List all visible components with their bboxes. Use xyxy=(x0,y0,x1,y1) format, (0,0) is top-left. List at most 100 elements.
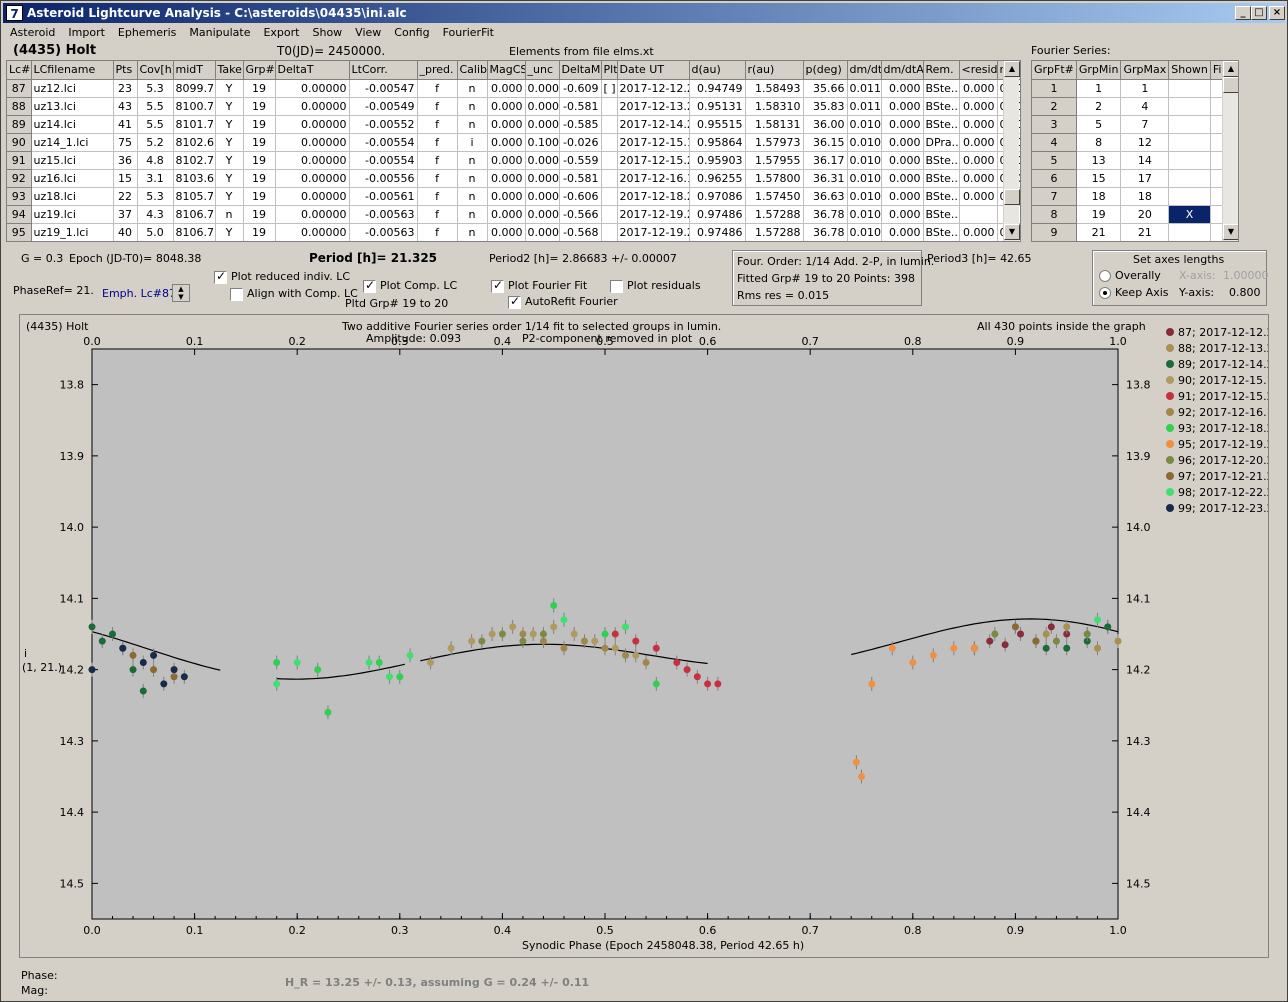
table-cell[interactable]: -0.559 xyxy=(559,151,602,170)
table-cell[interactable] xyxy=(601,115,618,134)
table-cell[interactable]: -0.606 xyxy=(559,187,602,206)
table-cell[interactable]: 40 xyxy=(113,223,138,241)
table-cell[interactable]: 22 xyxy=(113,187,138,206)
scroll-down-icon[interactable]: ▼ xyxy=(1223,224,1238,240)
table-cell[interactable]: 19 xyxy=(243,97,276,116)
align-comp-checkbox[interactable]: Align with Comp. LC xyxy=(230,287,358,301)
table-cell[interactable]: 14 xyxy=(1120,151,1170,170)
table-row[interactable]: 51314T xyxy=(1032,151,1238,170)
table-cell[interactable]: 0.95864 xyxy=(689,133,746,152)
table-cell[interactable]: Y xyxy=(215,79,244,98)
table-cell[interactable]: 75 xyxy=(113,133,138,152)
table-cell[interactable]: 0.000 xyxy=(881,79,924,98)
table-cell[interactable]: f xyxy=(417,223,458,241)
table-cell[interactable]: 2017-12-14.2 xyxy=(617,115,690,134)
column-header[interactable]: Rem. xyxy=(923,61,960,80)
table-cell[interactable]: 0.000 xyxy=(959,133,998,152)
column-header[interactable]: <resid> xyxy=(959,61,998,80)
table-cell[interactable] xyxy=(959,205,998,224)
table-cell[interactable]: 19 xyxy=(243,187,276,206)
table-cell[interactable]: f xyxy=(417,97,458,116)
table-cell[interactable]: BSte... xyxy=(923,205,960,224)
table-cell[interactable]: -0.00561 xyxy=(349,187,418,206)
table-cell[interactable]: 0.000 xyxy=(487,79,526,98)
table-cell[interactable]: 1.58131 xyxy=(745,115,804,134)
table-cell[interactable]: 8106.7 xyxy=(173,205,216,224)
table-cell[interactable]: 3.1 xyxy=(137,169,174,188)
table-cell[interactable]: 0.000 xyxy=(959,169,998,188)
table-cell[interactable]: uz19_1.lci xyxy=(31,223,114,241)
table-cell[interactable]: 41 xyxy=(113,115,138,134)
table-cell[interactable]: 0.00000 xyxy=(275,169,350,188)
table-cell[interactable]: 19 xyxy=(243,223,276,241)
table-cell[interactable]: 5.3 xyxy=(137,187,174,206)
y-axis-value[interactable]: 0.800 xyxy=(1229,286,1261,299)
table-cell[interactable]: 0.000 xyxy=(959,223,998,241)
menu-show[interactable]: Show xyxy=(312,26,343,39)
table-row[interactable]: 61517T xyxy=(1032,169,1238,188)
table-cell[interactable]: uz14_1.lci xyxy=(31,133,114,152)
table-cell[interactable]: uz16.lci xyxy=(31,169,114,188)
table-cell[interactable]: 9 xyxy=(1032,223,1077,241)
table-cell[interactable]: 0.000 xyxy=(959,115,998,134)
table-cell[interactable]: 89 xyxy=(7,115,32,134)
table-cell[interactable]: Y xyxy=(215,169,244,188)
table-cell[interactable]: 0.000 xyxy=(881,151,924,170)
menu-config[interactable]: Config xyxy=(394,26,430,39)
menu-asteroid[interactable]: Asteroid xyxy=(10,26,56,39)
table-cell[interactable]: 0.000 xyxy=(959,187,998,206)
table-cell[interactable]: n xyxy=(457,97,488,116)
table-cell[interactable]: 8103.6 xyxy=(173,169,216,188)
column-header[interactable]: DeltaM xyxy=(559,61,602,80)
plot-comp-checkbox[interactable]: Plot Comp. LC xyxy=(363,278,457,293)
table-cell[interactable] xyxy=(1168,187,1211,206)
table-cell[interactable]: 0.000 xyxy=(881,115,924,134)
table-cell[interactable]: 0.000 xyxy=(525,115,560,134)
table-row[interactable]: 81920XT xyxy=(1032,205,1238,224)
fourier-table-scrollbar[interactable]: ▲ ▼ xyxy=(1222,61,1238,241)
table-cell[interactable]: 0.000 xyxy=(525,187,560,206)
column-header[interactable]: dm/dtA xyxy=(881,61,924,80)
table-cell[interactable]: n xyxy=(457,187,488,206)
lightcurve-table[interactable]: Lc# LCfilename Pts Cov[h] midT Take Grp# DeltaT… xyxy=(6,60,1021,242)
table-cell[interactable]: -0.00554 xyxy=(349,133,418,152)
table-cell[interactable]: 2017-12-15.1 xyxy=(617,133,690,152)
table-row[interactable]: 94 uz19.lci 37 4.3 8106.7 n 19 0.00000 -0.00563 f… xyxy=(7,205,1020,224)
column-header[interactable]: MagCS xyxy=(487,61,526,80)
table-cell[interactable]: n xyxy=(457,223,488,241)
table-cell[interactable]: f xyxy=(417,133,458,152)
table-cell[interactable]: -0.566 xyxy=(559,205,602,224)
table-row[interactable]: 93 uz18.lci 22 5.3 8105.7 Y 19 0.00000 -0.00561 f… xyxy=(7,187,1020,206)
table-cell[interactable]: 36 xyxy=(113,151,138,170)
plot-fourier-checkbox[interactable]: Plot Fourier Fit xyxy=(491,278,587,293)
scroll-thumb[interactable] xyxy=(1004,189,1020,205)
table-cell[interactable]: 0.000 xyxy=(525,205,560,224)
table-cell[interactable]: 35.83 xyxy=(803,97,848,116)
menu-view[interactable]: View xyxy=(355,26,382,39)
table-cell[interactable]: 18 xyxy=(1076,187,1122,206)
table-cell[interactable]: uz19.lci xyxy=(31,205,114,224)
table-cell[interactable] xyxy=(601,133,618,152)
scroll-up-icon[interactable]: ▲ xyxy=(1004,61,1020,77)
table-cell[interactable]: 0.00000 xyxy=(275,223,350,241)
table-cell[interactable]: 19 xyxy=(243,133,276,152)
table-cell[interactable]: 0.100 xyxy=(525,133,560,152)
table-cell[interactable]: f xyxy=(417,205,458,224)
table-cell[interactable]: 1.57288 xyxy=(745,223,804,241)
table-cell[interactable]: 95 xyxy=(7,223,32,241)
table-cell[interactable]: 5.5 xyxy=(137,115,174,134)
table-cell[interactable]: -0.00549 xyxy=(349,97,418,116)
table-cell[interactable]: 2017-12-13.2 xyxy=(617,97,690,116)
table-cell[interactable]: 4.8 xyxy=(137,151,174,170)
table-cell[interactable]: 8102.7 xyxy=(173,151,216,170)
table-cell[interactable]: 8102.6 xyxy=(173,133,216,152)
table-cell[interactable]: 0.010 xyxy=(847,115,882,134)
table-cell[interactable]: 0.010 xyxy=(847,205,882,224)
table-cell[interactable]: 0.00000 xyxy=(275,115,350,134)
table-cell[interactable]: 0.010 xyxy=(847,169,882,188)
table-cell[interactable]: 36.15 xyxy=(803,133,848,152)
table-cell[interactable]: 6 xyxy=(1032,169,1077,188)
column-header[interactable]: Calib. xyxy=(457,61,488,80)
table-row[interactable]: 4812T xyxy=(1032,133,1238,152)
table-cell[interactable]: 91 xyxy=(7,151,32,170)
